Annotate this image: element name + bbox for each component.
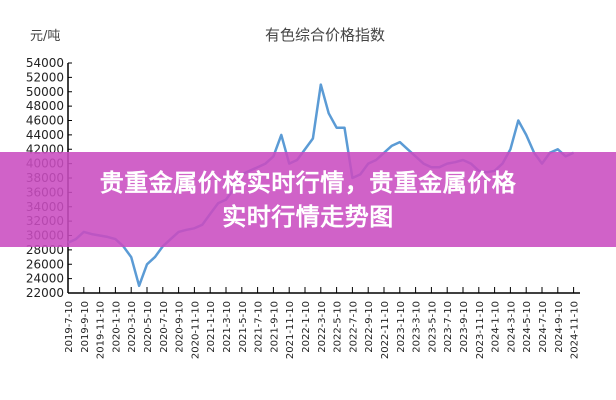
x-tick-label: 2022-1-10 — [301, 301, 312, 353]
x-tick-label: 2021-7-10 — [254, 301, 265, 353]
x-tick-label: 2023-9-10 — [459, 301, 470, 353]
y-tick-label: 26000 — [26, 257, 64, 271]
x-tick-label: 2020-5-10 — [143, 301, 154, 353]
x-tick-label: 2024-5-10 — [522, 301, 533, 353]
x-tick-label: 2021-9-10 — [269, 301, 280, 353]
x-tick-label: 2023-1-10 — [396, 301, 407, 353]
y-tick-label: 54000 — [26, 56, 64, 70]
x-tick-label: 2023-3-10 — [412, 301, 423, 353]
x-tick-label: 2019-11-10 — [96, 301, 107, 359]
x-tick-label: 2021-1-10 — [206, 301, 217, 353]
x-tick-label: 2024-11-10 — [570, 301, 581, 359]
chart-title: 有色综合价格指数 — [265, 26, 385, 44]
x-tick-label: 2024-7-10 — [538, 301, 549, 353]
y-tick-label: 48000 — [26, 99, 64, 113]
y-tick-label: 44000 — [26, 128, 64, 142]
x-tick-label: 2022-3-10 — [317, 301, 328, 353]
x-tick-label: 2023-5-10 — [427, 301, 438, 353]
x-tick-label: 2024-3-10 — [506, 301, 517, 353]
x-tick-label: 2020-11-10 — [190, 301, 201, 359]
x-tick-label: 2022-7-10 — [348, 301, 359, 353]
x-tick-label: 2019-7-10 — [64, 301, 75, 353]
x-tick-label: 2020-9-10 — [175, 301, 186, 353]
x-tick-label: 2022-5-10 — [333, 301, 344, 353]
x-tick-label: 2024-9-10 — [554, 301, 565, 353]
x-tick-label: 2023-11-10 — [475, 301, 486, 359]
x-tick-label: 2019-9-10 — [80, 301, 91, 353]
headline-line-2: 实时行情走势图 — [222, 202, 394, 231]
x-tick-label: 2020-7-10 — [159, 301, 170, 353]
x-tick-label: 2022-9-10 — [364, 301, 375, 353]
x-tick-label: 2023-7-10 — [443, 301, 454, 353]
x-tick-label: 2021-5-10 — [238, 301, 249, 353]
x-tick-label: 2020-1-10 — [111, 301, 122, 353]
y-tick-label: 24000 — [26, 272, 64, 286]
headline-line-1: 贵重金属价格实时行情，贵重金属价格 — [99, 168, 517, 197]
x-tick-label: 2022-11-10 — [380, 301, 391, 359]
y-axis-unit-label: 元/吨 — [30, 29, 60, 44]
x-tick-label: 2020-3-10 — [127, 301, 138, 353]
x-tick-label: 2021-3-10 — [222, 301, 233, 353]
x-tick-label: 2024-1-10 — [491, 301, 502, 353]
y-tick-label: 52000 — [26, 70, 64, 84]
y-tick-label: 46000 — [26, 114, 64, 128]
x-tick-label: 2021-11-10 — [285, 301, 296, 359]
y-tick-label: 22000 — [26, 286, 64, 300]
headline-banner: 贵重金属价格实时行情，贵重金属价格 实时行情走势图 — [0, 152, 616, 247]
y-tick-label: 50000 — [26, 85, 64, 99]
